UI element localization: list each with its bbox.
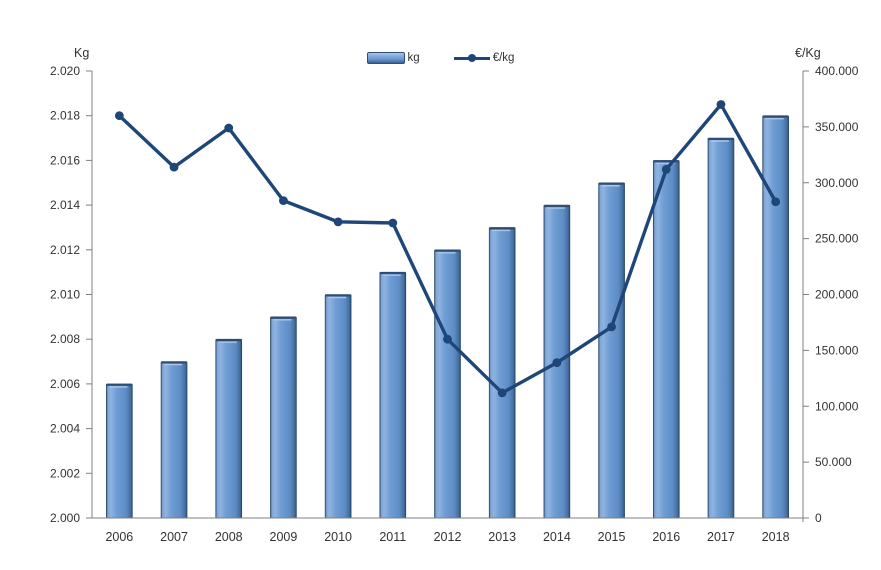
- bar-2007: [160, 361, 188, 519]
- svg-text:200.000: 200.000: [815, 288, 859, 302]
- svg-text:2014: 2014: [543, 530, 571, 544]
- svg-text:2.016: 2.016: [50, 153, 80, 167]
- bar-2012: [434, 249, 461, 519]
- bar-2008: [215, 338, 243, 519]
- line-marker-2008: [224, 123, 234, 133]
- svg-text:2.000: 2.000: [50, 511, 80, 525]
- line-marker-2015: [607, 322, 616, 332]
- svg-text:2.004: 2.004: [50, 422, 80, 436]
- line-marker-2016: [661, 164, 671, 174]
- svg-text:400.000: 400.000: [815, 64, 859, 78]
- line-marker-2012: [443, 334, 452, 344]
- line-marker-2010: [333, 217, 343, 227]
- line-marker-2011: [388, 218, 398, 228]
- svg-text:2017: 2017: [707, 530, 735, 544]
- bar-2015: [598, 182, 625, 519]
- svg-text:0: 0: [815, 511, 822, 525]
- svg-text:2009: 2009: [270, 530, 298, 544]
- line-marker-2018: [771, 197, 781, 207]
- bar-2016: [652, 160, 680, 519]
- line-marker-2006: [114, 111, 124, 121]
- bar-2013: [488, 227, 516, 519]
- line-marker-2017: [716, 100, 726, 109]
- bar-2018: [762, 115, 789, 519]
- svg-text:2.002: 2.002: [50, 466, 80, 480]
- svg-text:2008: 2008: [215, 530, 243, 544]
- svg-text:250.000: 250.000: [815, 232, 859, 246]
- svg-text:2012: 2012: [434, 530, 462, 544]
- bar-2009: [270, 316, 297, 519]
- line-marker-2009: [279, 196, 288, 206]
- svg-text:2.008: 2.008: [50, 332, 80, 346]
- svg-text:350.000: 350.000: [815, 120, 859, 134]
- svg-text:2013: 2013: [488, 530, 516, 544]
- svg-text:150.000: 150.000: [815, 343, 859, 357]
- svg-text:2.010: 2.010: [50, 288, 80, 302]
- svg-text:2018: 2018: [762, 530, 790, 544]
- svg-text:2015: 2015: [598, 530, 626, 544]
- svg-text:2011: 2011: [379, 530, 406, 544]
- bar-2010: [324, 294, 352, 519]
- svg-text:50.000: 50.000: [815, 455, 852, 469]
- line-marker-2013: [497, 388, 507, 398]
- svg-text:2.006: 2.006: [50, 377, 80, 391]
- svg-text:2.018: 2.018: [50, 109, 80, 123]
- svg-text:2016: 2016: [652, 530, 680, 544]
- bar-2011: [379, 271, 407, 519]
- svg-text:2.012: 2.012: [50, 243, 80, 257]
- line-marker-2007: [169, 162, 179, 172]
- line-marker-2014: [552, 358, 562, 368]
- bar-2017: [707, 137, 735, 519]
- bar-2006: [106, 383, 133, 519]
- left-axis-title: Kg: [74, 46, 90, 60]
- svg-text:300.000: 300.000: [815, 176, 859, 190]
- svg-text:100.000: 100.000: [815, 399, 859, 413]
- right-axis-title: €/Kg: [795, 46, 821, 60]
- svg-text:2010: 2010: [324, 530, 352, 544]
- svg-text:2007: 2007: [160, 530, 188, 544]
- svg-text:2.020: 2.020: [50, 64, 80, 78]
- svg-text:2006: 2006: [105, 530, 133, 544]
- svg-text:2.014: 2.014: [50, 198, 80, 212]
